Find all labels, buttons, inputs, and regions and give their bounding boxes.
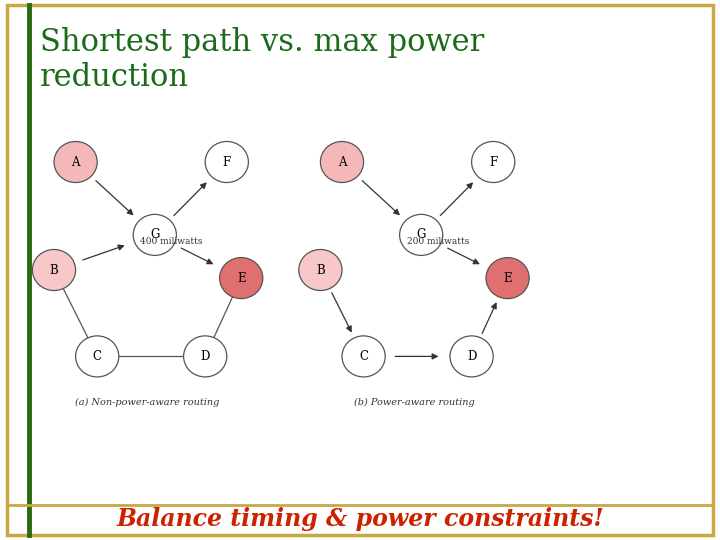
Text: Balance timing & power constraints!: Balance timing & power constraints!: [116, 508, 604, 531]
Text: G: G: [150, 228, 160, 241]
Ellipse shape: [320, 141, 364, 183]
Text: F: F: [222, 156, 231, 168]
Ellipse shape: [400, 214, 443, 255]
Text: C: C: [93, 350, 102, 363]
Text: E: E: [237, 272, 246, 285]
Text: Shortest path vs. max power
reduction: Shortest path vs. max power reduction: [40, 27, 484, 92]
Ellipse shape: [54, 141, 97, 183]
Ellipse shape: [299, 249, 342, 291]
Ellipse shape: [450, 336, 493, 377]
Ellipse shape: [220, 258, 263, 299]
Ellipse shape: [342, 336, 385, 377]
Text: F: F: [489, 156, 498, 168]
Text: (a) Non-power-aware routing: (a) Non-power-aware routing: [76, 398, 220, 407]
Ellipse shape: [472, 141, 515, 183]
Text: 200 miliwatts: 200 miliwatts: [407, 237, 469, 246]
Ellipse shape: [184, 336, 227, 377]
Text: G: G: [416, 228, 426, 241]
Ellipse shape: [133, 214, 176, 255]
Text: D: D: [200, 350, 210, 363]
Text: B: B: [50, 264, 58, 276]
Text: B: B: [316, 264, 325, 276]
Text: D: D: [467, 350, 477, 363]
Text: C: C: [359, 350, 368, 363]
Ellipse shape: [32, 249, 76, 291]
Text: E: E: [503, 272, 512, 285]
Text: 400 miliwatts: 400 miliwatts: [140, 237, 203, 246]
Text: A: A: [338, 156, 346, 168]
Text: (b) Power-aware routing: (b) Power-aware routing: [354, 398, 474, 407]
Text: A: A: [71, 156, 80, 168]
Ellipse shape: [486, 258, 529, 299]
Ellipse shape: [76, 336, 119, 377]
Ellipse shape: [205, 141, 248, 183]
